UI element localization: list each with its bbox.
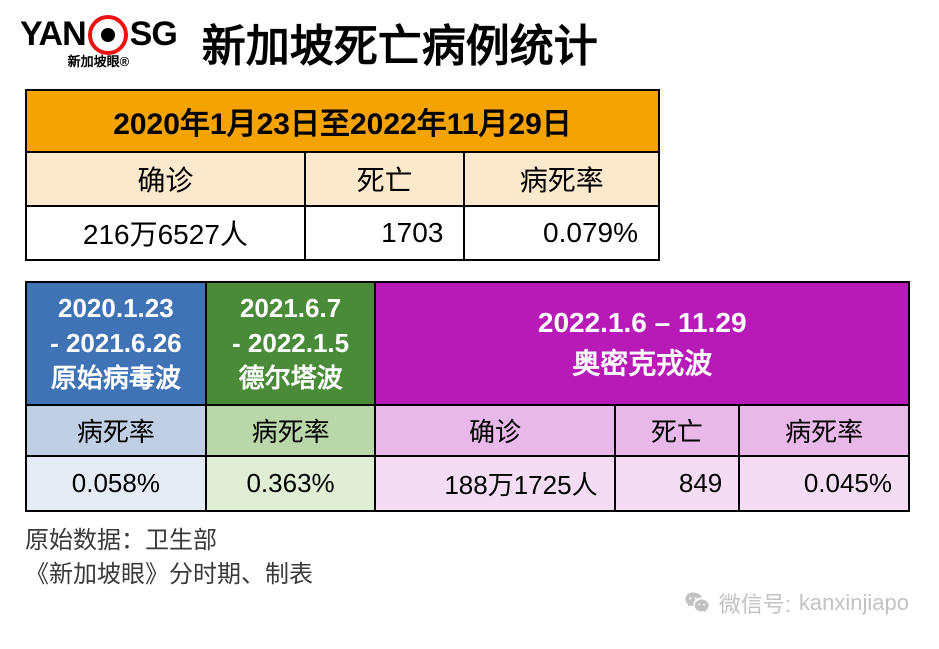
footer-notes: 原始数据：卫生部 《新加坡眼》分时期、制表 (25, 524, 914, 591)
wave-original-value: 0.058% (26, 456, 206, 511)
watermark-value: kanxinjiapo (799, 590, 909, 616)
watermark-label: 微信号: (719, 587, 791, 619)
wave-omicron-deaths: 849 (615, 456, 740, 511)
val-deaths: 1703 (305, 206, 465, 260)
watermark: 微信号: kanxinjiapo (683, 587, 909, 619)
wave-omicron-sub-cfr: 病死率 (739, 405, 909, 456)
summary-period-header: 2020年1月23日至2022年11月29日 (26, 90, 659, 152)
logo-left: YAN (20, 15, 86, 54)
col-deaths: 死亡 (305, 152, 465, 206)
logo: YAN SG 新加坡眼® (20, 15, 177, 70)
wave-omicron-confirmed: 188万1725人 (375, 456, 614, 511)
summary-table: 2020年1月23日至2022年11月29日 确诊 死亡 病死率 216万652… (25, 89, 660, 261)
wave-original-sublabel: 病死率 (26, 405, 206, 456)
wave-delta-value: 0.363% (206, 456, 376, 511)
val-confirmed: 216万6527人 (26, 206, 305, 260)
logo-eye-icon (88, 15, 128, 55)
logo-text: YAN SG 新加坡眼® (20, 15, 177, 70)
col-confirmed: 确诊 (26, 152, 305, 206)
wave-omicron-cfr: 0.045% (739, 456, 909, 511)
header: YAN SG 新加坡眼® 新加坡死亡病例统计 (0, 0, 939, 79)
footer-source: 原始数据：卫生部 (25, 524, 914, 558)
wave-delta-sublabel: 病死率 (206, 405, 376, 456)
logo-subtitle: 新加坡眼® (68, 51, 130, 70)
waves-table: 2020.1.23 - 2021.6.26 原始病毒波 2021.6.7 - 2… (25, 281, 910, 512)
logo-right: SG (130, 15, 177, 54)
wave-omicron-sub-confirmed: 确诊 (375, 405, 614, 456)
wave-original-header: 2020.1.23 - 2021.6.26 原始病毒波 (26, 282, 206, 405)
wave-omicron-sub-deaths: 死亡 (615, 405, 740, 456)
wave-omicron-header: 2022.1.6 – 11.29 奥密克戎波 (375, 282, 909, 405)
val-cfr: 0.079% (464, 206, 659, 260)
wave-delta-header: 2021.6.7 - 2022.1.5 德尔塔波 (206, 282, 376, 405)
page-title: 新加坡死亡病例统计 (202, 10, 598, 74)
wechat-icon (683, 589, 711, 617)
col-cfr: 病死率 (464, 152, 659, 206)
